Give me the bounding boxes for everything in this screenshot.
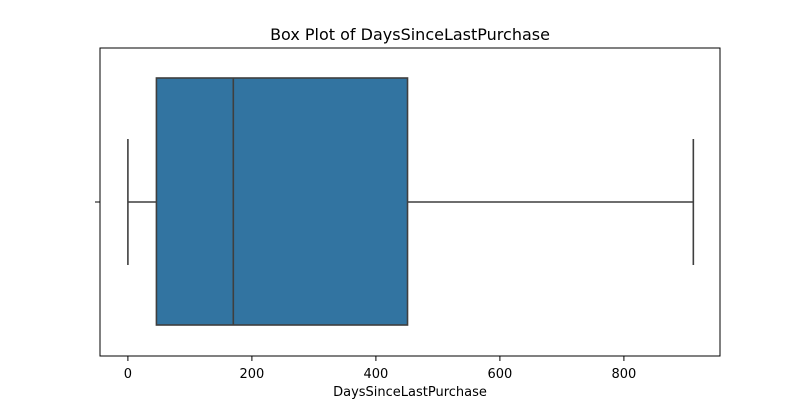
x-tick-label: 0 bbox=[124, 367, 132, 382]
x-tick-label: 200 bbox=[239, 367, 264, 382]
x-axis-ticks: 0 200 400 600 800 bbox=[124, 356, 636, 382]
box-series bbox=[127, 77, 695, 326]
x-tick-label: 800 bbox=[611, 367, 636, 382]
x-tick-label: 400 bbox=[363, 367, 388, 382]
interquartile-box bbox=[155, 77, 409, 326]
chart-title: Box Plot of DaysSinceLastPurchase bbox=[270, 25, 550, 44]
x-tick-label: 600 bbox=[487, 367, 512, 382]
x-axis-label: DaysSinceLastPurchase bbox=[333, 385, 487, 400]
